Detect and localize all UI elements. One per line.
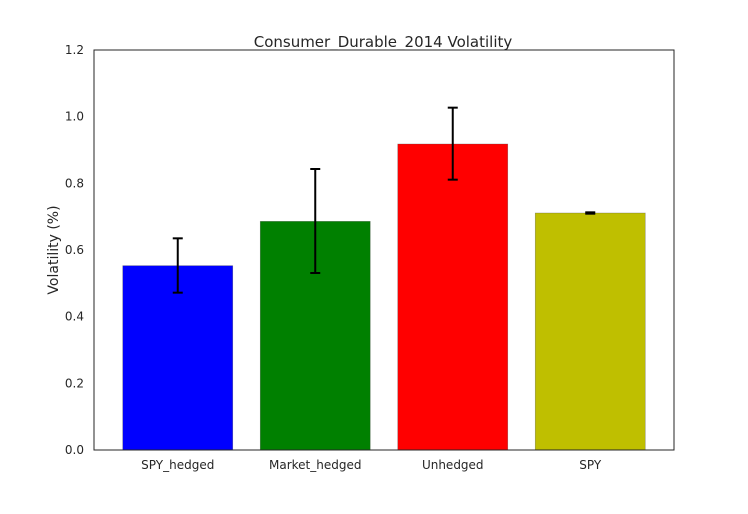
x-tick-label: Market_hedged [269, 458, 361, 472]
y-tick-label: 0.2 [65, 376, 84, 390]
y-tick-label: 0.4 [65, 310, 84, 324]
x-tick-label: SPY [579, 458, 602, 472]
chart-title: Consumer_Durable_2014 Volatility [254, 33, 513, 52]
x-tick-label: Unhedged [422, 458, 484, 472]
y-axis-ticks: 0.0 0.2 0.4 0.6 0.8 1.0 1.2 [65, 43, 84, 457]
y-axis-label: Volatility (%) [46, 205, 62, 294]
error-bar-spy-hedged [172, 237, 183, 294]
error-bar-spy [585, 211, 596, 215]
plot-frame [93, 49, 675, 451]
bars-layer [122, 143, 646, 451]
y-tick-label: 0.0 [65, 443, 84, 457]
x-tick-label: SPY_hedged [141, 458, 214, 472]
error-bars-layer [172, 106, 596, 294]
y-tick-label: 1.0 [65, 110, 84, 124]
y-tick-label: 1.2 [65, 43, 84, 57]
bar-spy-hedged [122, 265, 234, 451]
bar-unhedged [397, 143, 509, 451]
y-tick-label: 0.8 [65, 176, 84, 190]
x-axis-ticks: SPY_hedged Market_hedged Unhedged SPY [141, 458, 602, 472]
y-tick-label: 0.6 [65, 243, 84, 257]
error-bar-market-hedged [310, 168, 321, 274]
error-bar-unhedged [447, 106, 458, 181]
bar-spy [534, 212, 646, 451]
